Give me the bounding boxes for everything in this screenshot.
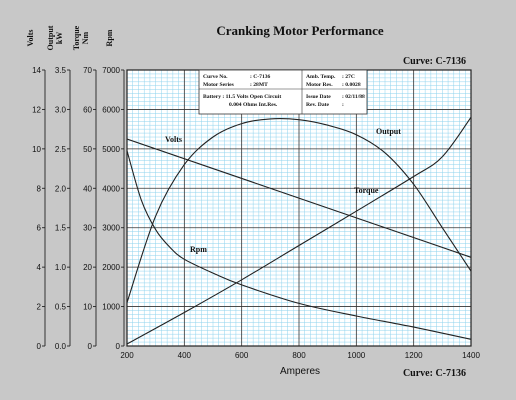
curve-rpm (126, 150, 472, 340)
y-axis: 0 10 20 30 40 50 60 70 Torque Nm (72, 25, 97, 351)
curve-output (126, 118, 472, 303)
y-tick-label: 1.0 (55, 263, 67, 272)
y-tick-label: 14 (32, 66, 41, 75)
y-tick-label: 2000 (102, 263, 120, 272)
info-issue-date-label: Issue Date (306, 94, 331, 100)
y-tick-label: 0.5 (55, 303, 67, 312)
y-tick-label: 40 (83, 184, 92, 193)
info-battery: Battery : 11.5 Volts Open Circuit (203, 94, 281, 100)
y-tick-label: 4000 (102, 184, 120, 193)
y-tick-label: 1000 (102, 303, 120, 312)
info-motor-series-value: : 28MT (250, 82, 268, 88)
chart-title: Cranking Motor Performance (216, 23, 384, 38)
y-tick-label: 0 (116, 342, 121, 351)
y-tick-label: 12 (32, 105, 41, 114)
y-tick-label: 8 (37, 184, 42, 193)
info-motor-res-label: Motor Res. (306, 82, 333, 88)
y-tick-label: 60 (83, 105, 92, 114)
y-tick-label: 0.0 (55, 342, 67, 351)
x-tick-labels: 200 400 600 800 1000 1200 1400 (120, 351, 480, 360)
y-tick-label: 3000 (102, 224, 120, 233)
info-curve-no-label: Curve No. (203, 74, 228, 80)
y-axis-title: Output (46, 25, 55, 50)
y-tick-label: 0 (37, 342, 42, 351)
y-axis-title: Volts (26, 29, 35, 46)
info-motor-res-value: : 0.0028 (342, 82, 361, 88)
info-rev-date-label: Rev. Date (306, 102, 330, 108)
x-tick-label: 1400 (462, 351, 480, 360)
y-axis-title: Nm (81, 31, 90, 44)
info-rev-date-value: : (342, 102, 344, 108)
y-tick-label: 30 (83, 224, 92, 233)
y-tick-label: 3.0 (55, 105, 67, 114)
curve-volts (126, 138, 472, 258)
info-motor-series-label: Motor Series (203, 82, 235, 88)
x-axis-label: Amperes (280, 366, 320, 377)
y-axis-title: Rpm (105, 29, 114, 46)
x-tick-label: 800 (292, 351, 306, 360)
volts-curve-label: Volts (165, 135, 182, 144)
info-issue-date-value: : 02/11/88 (342, 94, 365, 100)
y-tick-label: 7000 (102, 66, 120, 75)
x-tick-label: 400 (178, 351, 192, 360)
y-tick-label: 10 (83, 303, 92, 312)
y-tick-label: 20 (83, 263, 92, 272)
y-tick-label: 2.5 (55, 145, 67, 154)
output-curve-label: Output (376, 127, 401, 136)
y-axis-title: Torque (72, 25, 81, 50)
y-axis: 0.0 0.5 1.0 1.5 2.0 2.5 3.0 3.5 Output kW (46, 25, 71, 351)
x-tick-label: 600 (235, 351, 249, 360)
y-tick-label: 6 (37, 224, 42, 233)
info-box: Curve No. : C-7136 Amb. Temp. : 27C Moto… (198, 69, 368, 115)
y-axis: 0 1000 2000 3000 4000 5000 6000 7000 Rpm (102, 29, 125, 351)
torque-curve-label: Torque (354, 186, 379, 195)
major-grid (127, 70, 471, 346)
y-tick-label: 1.5 (55, 224, 67, 233)
curves (126, 116, 472, 345)
y-tick-label: 5000 (102, 145, 120, 154)
x-tick-label: 1000 (347, 351, 365, 360)
curve-torque (126, 116, 472, 345)
y-tick-label: 2.0 (55, 184, 67, 193)
y-axes: 0 2 4 6 8 10 12 14 Volts 0.0 0.5 1.0 1.5 2.0 2.5 3.0 3.5… (26, 25, 125, 351)
x-tick-label: 1200 (405, 351, 423, 360)
y-tick-label: 0 (88, 342, 93, 351)
x-tick-label: 200 (120, 351, 134, 360)
y-tick-label: 70 (83, 66, 92, 75)
info-internal-res: 0.004 Ohms Int.Res. (229, 102, 278, 108)
y-tick-label: 50 (83, 145, 92, 154)
curve-label-top: Curve: C-7136 (403, 56, 466, 67)
y-tick-label: 6000 (102, 105, 120, 114)
info-box-frame (198, 69, 368, 115)
info-amb-temp-label: Amb. Temp. (306, 74, 336, 80)
y-tick-label: 3.5 (55, 66, 67, 75)
y-axis: 0 2 4 6 8 10 12 14 Volts (26, 29, 46, 351)
series-labels: Volts Output Torque Rpm (165, 127, 401, 254)
curve-label-bottom: Curve: C-7136 (403, 368, 466, 379)
y-tick-label: 10 (32, 145, 41, 154)
info-amb-temp-value: : 27C (342, 74, 355, 80)
y-tick-label: 4 (37, 263, 42, 272)
info-curve-no-value: : C-7136 (250, 74, 271, 80)
y-axis-title: kW (55, 32, 64, 44)
y-tick-label: 2 (37, 303, 42, 312)
rpm-curve-label: Rpm (190, 245, 207, 254)
